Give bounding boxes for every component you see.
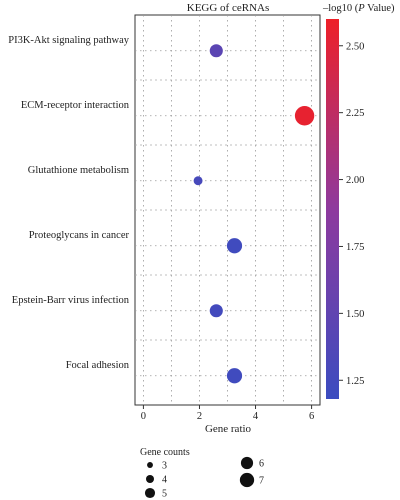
colorbar: –log10 (P Value) 1.25 1.50 1.75 2.00 2.25 2.5… <box>322 3 395 399</box>
x-axis-label: Gene ratio <box>205 423 252 435</box>
x-tick-label: 6 <box>309 411 314 422</box>
colorbar-title: –log10 (P Value) <box>322 3 395 14</box>
size-legend-title: Gene counts <box>140 447 190 458</box>
category-label: Glutathione metabolism <box>28 165 129 176</box>
size-legend-dot <box>147 462 153 468</box>
colorbar-tick-label: 2.00 <box>346 175 364 186</box>
category-labels: PI3K-Akt signaling pathway ECM-receptor i… <box>8 35 129 371</box>
colorbar-tick-label: 1.75 <box>346 242 364 253</box>
category-separators <box>135 79 320 341</box>
data-point <box>226 238 243 254</box>
x-tick-label: 2 <box>197 411 202 422</box>
data-point <box>294 106 315 126</box>
colorbar-tick-label: 1.50 <box>346 309 364 320</box>
size-legend-label: 6 <box>259 459 264 470</box>
x-tick-label: 4 <box>253 411 259 422</box>
category-label: Focal adhesion <box>66 360 130 371</box>
size-legend-dot <box>240 456 254 470</box>
x-tick-label: 0 <box>141 411 146 422</box>
size-legend-dot <box>146 475 154 483</box>
data-points <box>193 44 315 384</box>
chart-title: KEGG of ceRNAs <box>187 2 269 14</box>
size-legend-label: 4 <box>162 475 167 486</box>
category-label: Proteoglycans in cancer <box>29 230 130 241</box>
data-point <box>209 44 223 58</box>
size-legend-dot <box>239 472 255 488</box>
size-legend-dot <box>144 487 156 499</box>
x-axis-ticks: 0 2 4 6 <box>141 405 314 422</box>
colorbar-tick-label: 1.25 <box>346 376 364 387</box>
category-label: ECM-receptor interaction <box>21 100 130 111</box>
data-point <box>209 304 223 318</box>
size-legend-label: 5 <box>162 489 167 500</box>
data-point <box>193 176 203 186</box>
colorbar-tick-label: 2.50 <box>346 41 364 52</box>
data-point <box>226 368 243 384</box>
category-label: PI3K-Akt signaling pathway <box>8 35 129 46</box>
colorbar-tick-label: 2.25 <box>346 108 364 119</box>
size-legend-entries: 3 4 5 6 7 <box>144 456 264 500</box>
size-legend-label: 3 <box>162 461 167 472</box>
category-label: Epstein-Barr virus infection <box>12 295 130 306</box>
size-legend-label: 7 <box>259 476 264 487</box>
size-legend: Gene counts 3 4 5 6 7 <box>140 447 264 500</box>
colorbar-gradient <box>326 19 339 399</box>
colorbar-ticks: 1.25 1.50 1.75 2.00 2.25 2.50 <box>339 41 364 387</box>
